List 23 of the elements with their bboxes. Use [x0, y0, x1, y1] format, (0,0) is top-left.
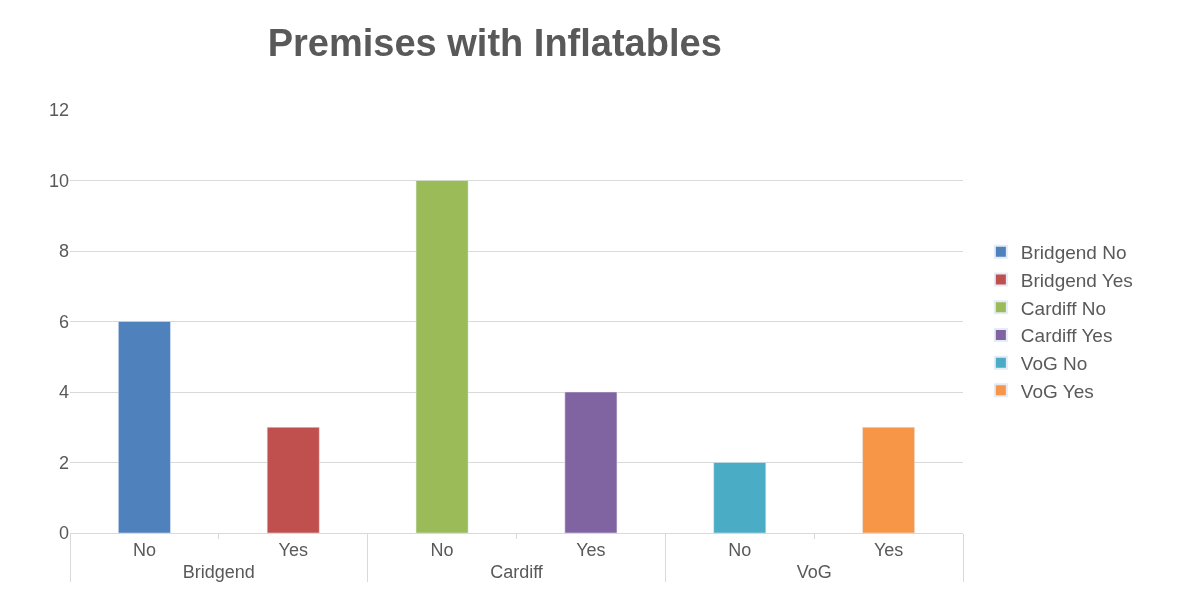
text: VoG — [796, 561, 832, 582]
x-tick-label: Yes — [576, 539, 606, 560]
x-tick-label: No — [728, 539, 752, 560]
y-tick-label: 4 — [58, 382, 69, 403]
legend-label: Cardiff Yes — [1020, 325, 1113, 347]
text: Cardiff — [490, 561, 544, 582]
x-tick-label: No — [430, 539, 454, 560]
text: Bridgend — [182, 561, 255, 582]
x-tick-label: Yes — [873, 539, 904, 560]
legend-label: VoG Yes — [1020, 380, 1094, 402]
legend-label: Bridgend Yes — [1020, 269, 1133, 291]
y-tick-label: 12 — [48, 100, 69, 121]
y-tick-label: 0 — [58, 523, 69, 544]
y-tick-label: 8 — [58, 241, 69, 262]
x-tick-label: Yes — [278, 539, 308, 560]
chart-title: Premises with Inflatables — [267, 22, 722, 65]
y-tick-label: 10 — [48, 170, 69, 191]
legend-label: VoG No — [1020, 353, 1088, 375]
y-tick-label: 2 — [58, 452, 69, 473]
legend-label: Bridgend No — [1020, 242, 1127, 264]
x-tick-label: No — [132, 539, 156, 560]
legend-label: Cardiff No — [1020, 297, 1107, 319]
y-tick-label: 6 — [58, 311, 69, 332]
